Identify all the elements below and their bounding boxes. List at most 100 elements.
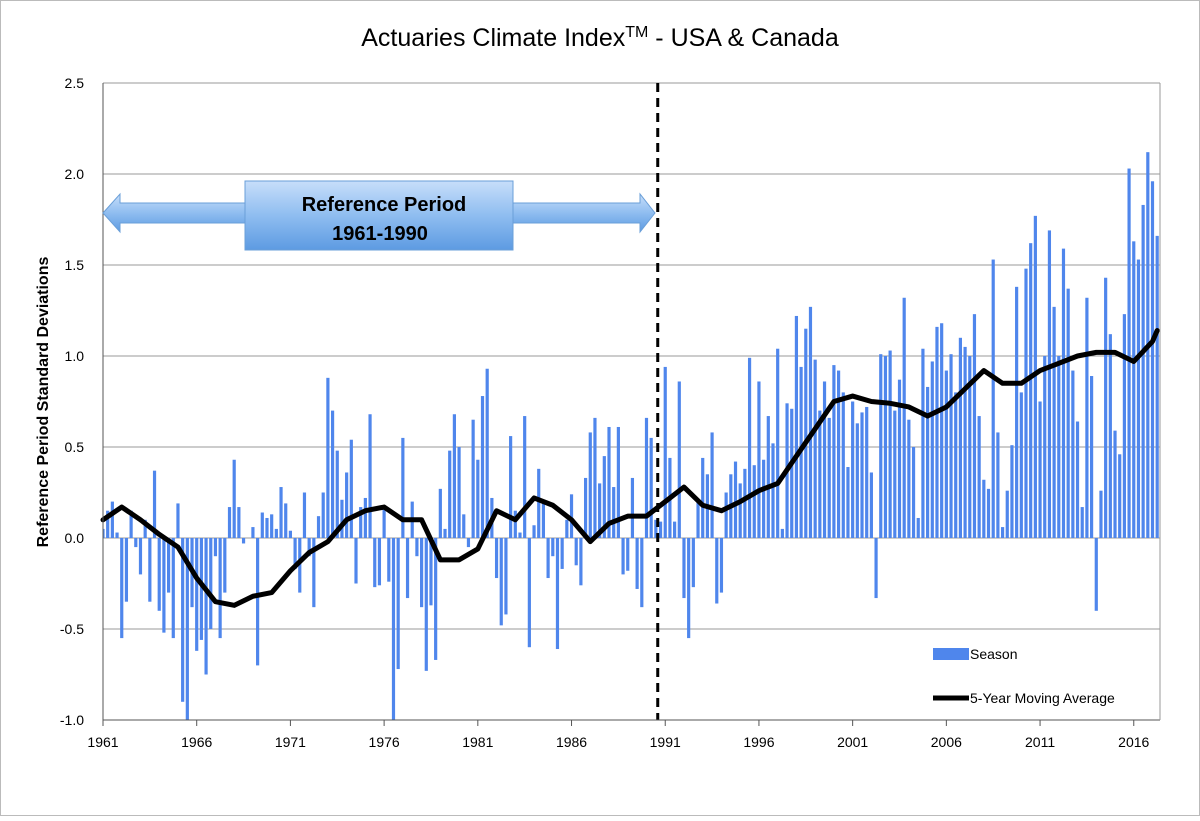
bar — [724, 492, 728, 538]
bar — [1000, 527, 1005, 538]
annotation-line: 1961-1990 — [332, 223, 428, 245]
bar — [1057, 356, 1061, 538]
bar — [673, 521, 677, 538]
bar — [209, 538, 213, 629]
bar — [635, 538, 639, 589]
bar — [616, 426, 620, 538]
bar — [555, 538, 560, 650]
bar — [373, 538, 377, 588]
bar — [415, 538, 419, 557]
bar — [199, 538, 203, 640]
x-tick-label: 1996 — [743, 734, 774, 750]
y-tick-label: 0.0 — [65, 530, 85, 546]
bar — [476, 459, 480, 538]
bar — [466, 538, 471, 548]
bar — [326, 377, 330, 538]
bar — [176, 503, 180, 538]
bar — [879, 354, 883, 538]
moving-average-line — [100, 328, 1160, 608]
bar — [883, 356, 888, 538]
bar — [241, 538, 246, 544]
bar — [345, 472, 349, 538]
bar — [462, 514, 466, 538]
bar — [354, 538, 358, 584]
bar — [284, 503, 288, 538]
bar — [293, 538, 297, 569]
bar — [330, 410, 335, 538]
y-tick-label: 2.5 — [65, 75, 85, 91]
reference-arrow: Reference Period 1961-1990 — [102, 180, 656, 251]
bar — [1033, 215, 1037, 539]
bar — [359, 507, 363, 538]
bar — [256, 538, 260, 666]
bar — [134, 538, 138, 548]
bar — [747, 357, 752, 538]
bar — [138, 538, 143, 575]
bar — [588, 432, 592, 538]
bar — [851, 401, 855, 538]
bar — [958, 337, 962, 538]
bar — [527, 538, 531, 648]
bar — [420, 538, 424, 608]
bar — [865, 406, 869, 538]
bar — [944, 370, 948, 538]
bar — [579, 538, 583, 586]
bar — [1085, 297, 1089, 538]
bar — [612, 487, 616, 538]
bar — [790, 408, 794, 538]
bar — [654, 519, 658, 538]
bar — [227, 507, 232, 538]
bar — [213, 538, 218, 557]
bar — [804, 328, 808, 538]
bar — [916, 517, 920, 538]
bar — [1038, 401, 1042, 538]
bar — [1127, 168, 1131, 539]
bar — [363, 497, 367, 538]
bar — [1010, 445, 1014, 538]
bar — [658, 521, 663, 538]
bar — [907, 419, 911, 538]
bar — [776, 348, 780, 538]
bar — [813, 359, 817, 538]
lines — [100, 83, 1160, 720]
bar — [715, 538, 719, 604]
bar — [452, 414, 456, 538]
bar — [157, 538, 161, 611]
bar — [401, 437, 405, 538]
bar — [841, 392, 845, 538]
bar — [316, 516, 321, 538]
y-tick-label: -1.0 — [60, 712, 84, 728]
x-tick-label: 2001 — [837, 734, 868, 750]
legend-label: 5-Year Moving Average — [970, 690, 1115, 706]
x-tick-label: 2011 — [1025, 734, 1055, 750]
bar — [265, 517, 269, 538]
bar — [251, 527, 255, 538]
bar — [120, 538, 124, 639]
bar — [733, 461, 738, 538]
bar — [509, 436, 513, 538]
bar — [162, 538, 166, 633]
bar — [1090, 376, 1094, 538]
bar — [129, 510, 133, 538]
bar — [996, 432, 1000, 538]
bar — [827, 417, 831, 538]
x-tick-label: 1991 — [650, 734, 681, 750]
bar — [387, 538, 391, 582]
bar — [836, 370, 841, 538]
bar — [743, 468, 747, 538]
bar — [143, 519, 147, 538]
bar — [312, 538, 316, 608]
bar — [1141, 204, 1145, 538]
bar — [986, 488, 991, 538]
bar — [846, 467, 850, 538]
bar — [1118, 454, 1122, 538]
legend: Season 5-Year Moving Average — [933, 646, 1115, 706]
bar — [626, 538, 630, 571]
bar — [855, 423, 859, 538]
bar — [181, 538, 185, 702]
bar — [926, 386, 930, 538]
bar — [518, 532, 522, 538]
bar — [935, 326, 939, 538]
